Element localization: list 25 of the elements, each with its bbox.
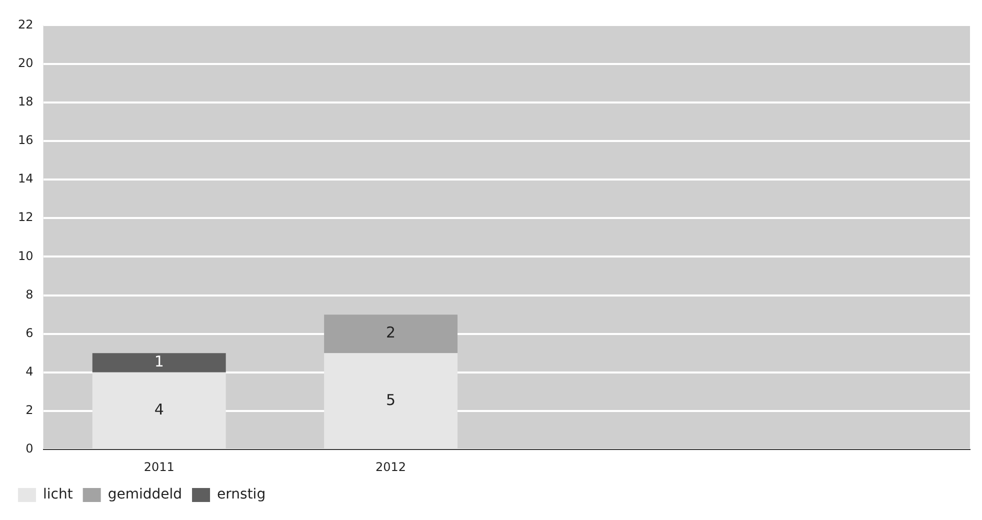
- data-label: 4: [154, 400, 164, 418]
- y-tick-label: 4: [26, 364, 34, 379]
- legend-label: gemiddeld: [108, 486, 182, 503]
- y-tick-label: 12: [18, 210, 34, 224]
- x-tick-label: 2012: [376, 460, 406, 474]
- y-tick-label: 10: [18, 248, 34, 263]
- y-tick-label: 8: [26, 287, 34, 302]
- y-tick-label: 20: [18, 56, 34, 70]
- y-tick-label: 0: [26, 442, 34, 456]
- y-tick-label: 6: [26, 326, 34, 340]
- data-label: 1: [154, 352, 164, 371]
- legend-label: ernstig: [217, 486, 266, 503]
- bar: [92, 372, 226, 449]
- y-tick-label: 16: [18, 133, 34, 148]
- data-label: 2: [386, 324, 396, 342]
- bar: [324, 314, 458, 354]
- y-tick-label: 18: [18, 94, 34, 108]
- y-tick-label: 14: [18, 172, 34, 186]
- data-label: 5: [386, 390, 396, 409]
- y-tick-label: 2: [26, 403, 34, 418]
- bar: [324, 353, 458, 449]
- x-tick-label: 2011: [144, 460, 174, 474]
- bar: [92, 353, 226, 372]
- y-tick-label: 22: [18, 17, 34, 32]
- legend-label: licht: [43, 486, 74, 503]
